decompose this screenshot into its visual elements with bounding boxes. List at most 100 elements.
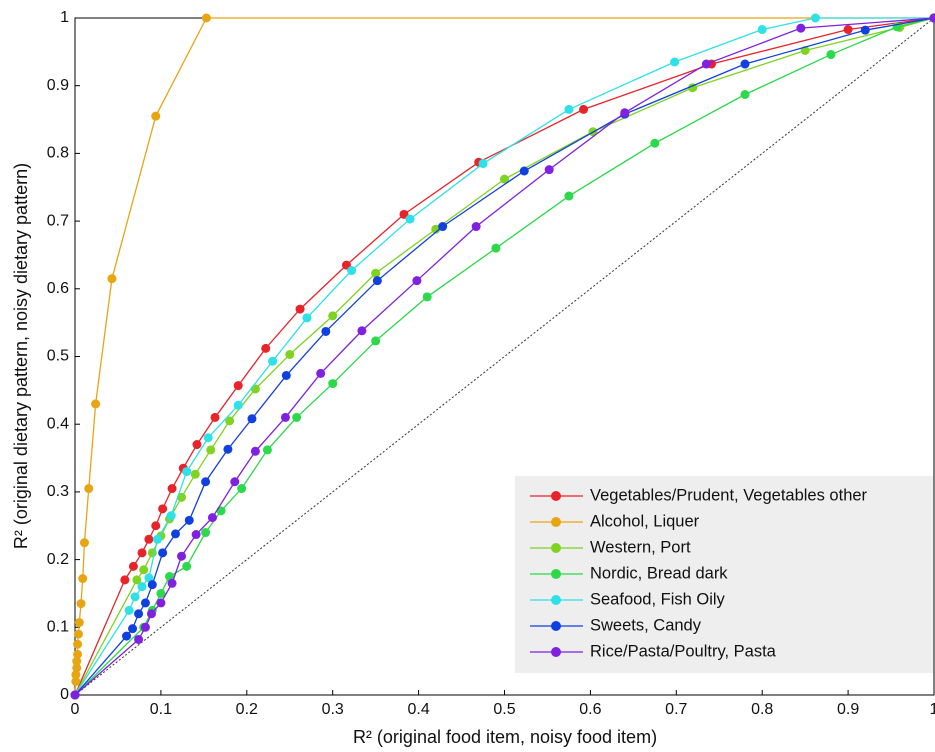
data-point (182, 561, 192, 571)
data-point (564, 191, 574, 201)
legend-label: Sweets, Candy (590, 616, 702, 634)
data-point (233, 400, 243, 410)
data-point (144, 573, 154, 583)
y-tick-label: 0.6 (47, 280, 69, 297)
data-point (316, 368, 326, 378)
x-tick-label: 1 (930, 701, 935, 718)
x-tick-label: 0 (71, 701, 80, 718)
data-point (268, 356, 278, 366)
y-tick-label: 0.1 (47, 619, 69, 636)
y-tick-label: 0.2 (47, 551, 69, 568)
data-point (78, 574, 88, 584)
data-point (929, 13, 935, 23)
legend-swatch-marker (551, 491, 561, 501)
x-tick-label: 0.7 (665, 701, 687, 718)
data-point (151, 111, 161, 121)
data-point (431, 224, 441, 234)
data-point (151, 521, 161, 531)
data-point (192, 440, 202, 450)
x-axis-label: R² (original food item, noisy food item) (353, 727, 657, 747)
x-tick-label: 0.2 (236, 701, 258, 718)
data-point (70, 690, 80, 700)
data-point (72, 663, 82, 673)
data-point (107, 274, 117, 284)
data-point (564, 104, 574, 114)
data-point (74, 618, 84, 628)
data-point (371, 268, 381, 278)
data-point (164, 572, 174, 582)
data-point (225, 416, 235, 426)
y-tick-label: 0.4 (47, 415, 69, 432)
data-point (137, 582, 147, 592)
data-point (79, 538, 89, 548)
x-tick-label: 0.1 (150, 701, 172, 718)
data-point (71, 676, 81, 686)
data-point (140, 598, 150, 608)
data-point (73, 649, 83, 659)
data-point (843, 25, 853, 35)
data-point (147, 580, 157, 590)
legend-label: Western, Port (590, 538, 691, 556)
data-point (371, 336, 381, 346)
data-point (201, 13, 211, 23)
data-point (292, 412, 302, 422)
data-point (140, 622, 150, 632)
data-point (295, 304, 305, 314)
data-point (139, 565, 149, 575)
data-point (167, 578, 177, 588)
data-point (132, 575, 142, 585)
y-tick-label: 1 (60, 9, 69, 26)
data-point (670, 57, 680, 67)
data-point (177, 551, 187, 561)
legend: Vegetables/Prudent, Vegetables other Alco… (515, 476, 933, 673)
data-point (405, 214, 415, 224)
legend-box (515, 476, 933, 673)
data-point (191, 530, 201, 540)
legend-swatch-marker (551, 569, 561, 579)
data-point (130, 592, 140, 602)
data-point (128, 561, 138, 571)
data-point (177, 492, 187, 502)
x-tick-label: 0.5 (493, 701, 515, 718)
data-point (124, 605, 134, 615)
data-point (206, 445, 216, 455)
data-point (250, 446, 260, 456)
data-point (120, 575, 130, 585)
data-point (740, 59, 750, 69)
data-point (285, 349, 295, 359)
data-point (757, 25, 767, 35)
data-point (210, 412, 220, 422)
data-point (650, 138, 660, 148)
data-point (73, 639, 83, 649)
data-point (357, 326, 367, 336)
data-point (372, 276, 382, 286)
data-point (137, 548, 147, 558)
data-point (203, 433, 213, 443)
data-point (321, 326, 331, 336)
data-point (233, 381, 243, 391)
legend-swatch-marker (551, 595, 561, 605)
data-point (796, 23, 806, 33)
data-point (201, 477, 211, 487)
data-point (860, 25, 870, 35)
data-point (182, 467, 192, 477)
data-point (71, 670, 81, 680)
data-point (491, 243, 501, 253)
legend-label: Nordic, Bread dark (590, 564, 728, 582)
data-point (399, 209, 409, 219)
data-point (134, 609, 144, 619)
data-point (519, 166, 529, 176)
data-point (412, 276, 422, 286)
data-point (84, 484, 94, 494)
x-tick-label: 0.3 (322, 701, 344, 718)
data-point (166, 511, 176, 521)
legend-swatch-marker (551, 647, 561, 657)
data-point (471, 222, 481, 232)
data-point (810, 13, 820, 23)
y-tick-label: 0 (60, 686, 69, 703)
data-point (230, 477, 240, 487)
data-point (247, 414, 257, 424)
x-tick-label: 0.9 (837, 701, 859, 718)
data-point (156, 588, 166, 598)
